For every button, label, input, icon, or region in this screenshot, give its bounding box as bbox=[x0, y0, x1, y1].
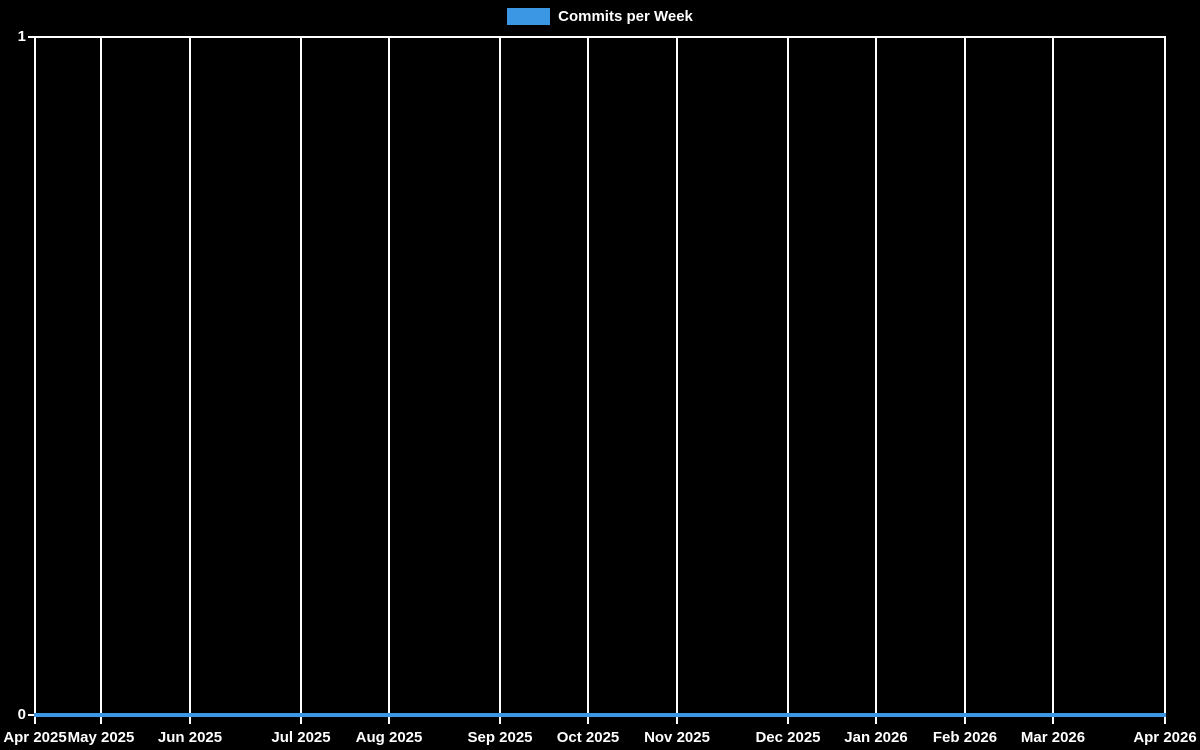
x-tick-label: Oct 2025 bbox=[556, 729, 620, 746]
month-gridline bbox=[875, 37, 877, 724]
chart-top-border bbox=[28, 36, 1166, 38]
y-tick-label: 1 bbox=[17, 28, 26, 45]
x-tick-label: Feb 2026 bbox=[932, 729, 998, 746]
y-tick-label: 0 bbox=[17, 706, 26, 723]
x-tick-label: May 2025 bbox=[67, 729, 135, 746]
commits-line-series bbox=[34, 713, 1166, 717]
month-gridline bbox=[676, 37, 678, 724]
month-gridline bbox=[964, 37, 966, 724]
month-gridline bbox=[1164, 37, 1166, 724]
legend-swatch bbox=[507, 8, 551, 25]
x-tick-label: Jul 2025 bbox=[271, 729, 331, 746]
month-gridline bbox=[100, 37, 102, 724]
month-gridline bbox=[787, 37, 789, 724]
legend-item-commits-per-week[interactable]: Commits per Week bbox=[507, 7, 693, 26]
x-tick-label: Aug 2025 bbox=[355, 729, 423, 746]
x-tick-label: Apr 2026 bbox=[1133, 729, 1197, 746]
x-tick-label: Dec 2025 bbox=[755, 729, 821, 746]
month-gridline bbox=[1052, 37, 1054, 724]
x-tick-label: Sep 2025 bbox=[467, 729, 533, 746]
month-gridline bbox=[388, 37, 390, 724]
x-tick-label: Mar 2026 bbox=[1020, 729, 1086, 746]
x-tick-label: Jan 2026 bbox=[844, 729, 908, 746]
x-tick-label: Nov 2025 bbox=[644, 729, 710, 746]
y-tick-dash bbox=[28, 714, 35, 716]
legend-label: Commits per Week bbox=[558, 8, 693, 25]
month-gridline bbox=[34, 37, 36, 724]
x-tick-label: Apr 2025 bbox=[3, 729, 67, 746]
x-tick-label: Jun 2025 bbox=[157, 729, 223, 746]
legend: Commits per Week bbox=[0, 7, 1200, 26]
month-gridline bbox=[189, 37, 191, 724]
month-gridline bbox=[587, 37, 589, 724]
month-gridline bbox=[499, 37, 501, 724]
month-gridline bbox=[300, 37, 302, 724]
y-tick-dash bbox=[28, 36, 35, 38]
